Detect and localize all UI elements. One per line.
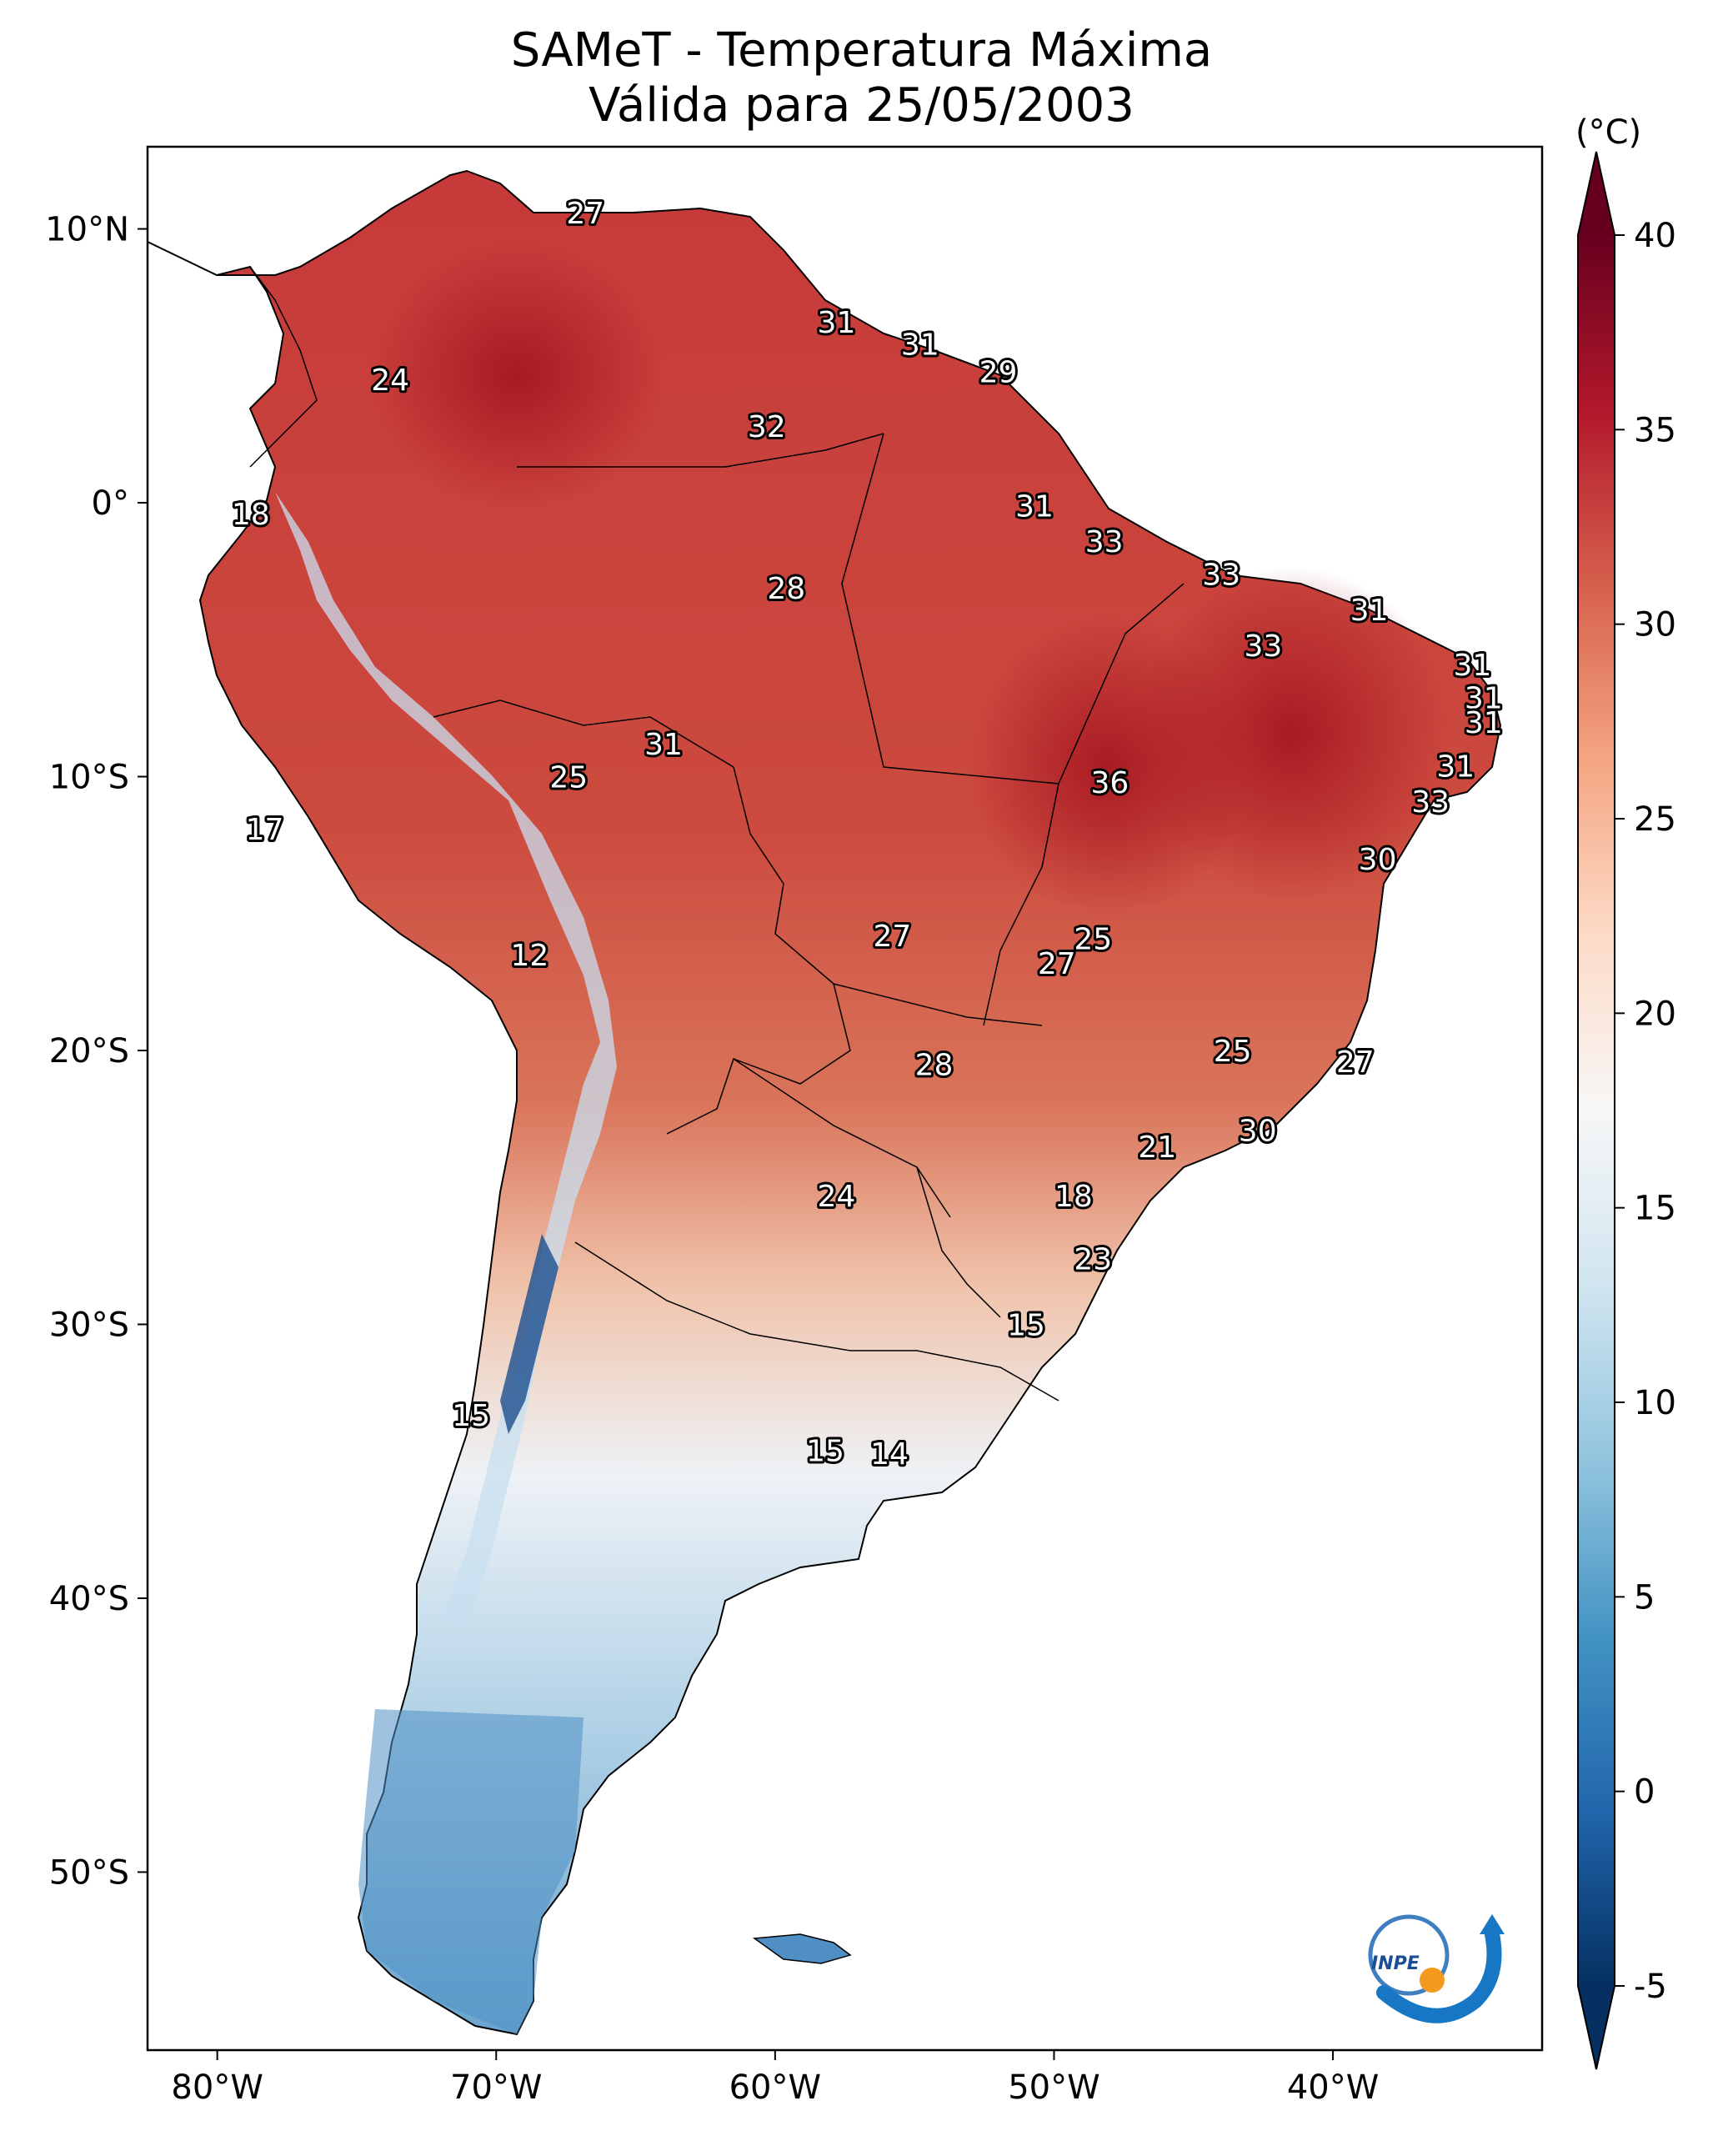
colorbar-fill xyxy=(1578,235,1615,1986)
temperature-label: 25 xyxy=(549,761,588,795)
temperature-label: 31 xyxy=(1465,681,1503,715)
temperature-label: 23 xyxy=(1074,1243,1112,1277)
colorbar-extend-min xyxy=(1578,1986,1615,2069)
lat-tick-label: 20°S xyxy=(49,1032,129,1070)
temperature-label: 33 xyxy=(1085,525,1124,559)
temperature-label: 25 xyxy=(1074,922,1112,956)
temperature-label: 18 xyxy=(232,498,270,532)
country-borders xyxy=(249,266,1185,1401)
temperature-label: 25 xyxy=(1214,1035,1252,1069)
colorbar-tick-label: 20 xyxy=(1634,995,1676,1033)
temperature-label: 27 xyxy=(1336,1045,1375,1080)
hotspot-north xyxy=(367,242,667,509)
colorbar-tick-label: 40 xyxy=(1634,217,1676,255)
logo-text: INPE xyxy=(1371,1953,1420,1974)
colorbar-tick-label: 30 xyxy=(1634,606,1676,644)
temperature-label: 33 xyxy=(1202,558,1240,592)
temperature-label: 15 xyxy=(1007,1309,1045,1343)
temperature-label: 30 xyxy=(1239,1114,1277,1148)
temperature-label: 24 xyxy=(818,1180,856,1214)
temperature-label: 15 xyxy=(452,1399,490,1433)
temperature-label: 31 xyxy=(1453,649,1491,683)
lat-tick-label: 50°S xyxy=(49,1853,129,1892)
temperature-label: 28 xyxy=(767,572,805,606)
lat-tick-label: 30°S xyxy=(49,1306,129,1345)
temperature-label: 32 xyxy=(748,410,786,444)
lat-tick-label: 0° xyxy=(92,484,129,523)
patagonia-cold xyxy=(358,1709,584,2034)
map-frame xyxy=(146,145,1544,2052)
colorbar-tick-label: -5 xyxy=(1634,1968,1667,2006)
lat-tick-label: 10°N xyxy=(45,211,129,249)
hotspot-northeast-brazil xyxy=(1134,567,1450,900)
temperature-label: 31 xyxy=(1436,750,1475,784)
colorbar-tick-label: 25 xyxy=(1634,800,1676,839)
axis-ticks: 10°N 0° 10°S 20°S 30°S 40°S 50°S 80°W 70°W 60°W 50… xyxy=(45,211,1379,2107)
temperature-label: 12 xyxy=(510,939,548,973)
colorbar-tick-label: 15 xyxy=(1634,1190,1676,1228)
lon-tick-label: 70°W xyxy=(450,2068,542,2107)
temperature-label: 27 xyxy=(873,920,911,954)
logo-ring xyxy=(1368,1914,1450,1996)
temperature-label: 17 xyxy=(246,813,284,847)
temperature-label: 31 xyxy=(1015,489,1054,524)
continent-layer xyxy=(148,169,1502,2036)
lon-tick-label: 50°W xyxy=(1008,2068,1099,2107)
temperature-label: 21 xyxy=(1138,1131,1176,1165)
temperature-label: 14 xyxy=(870,1437,909,1472)
colorbar-tick-label: 0 xyxy=(1634,1773,1655,1812)
temperature-label: 31 xyxy=(1465,706,1503,740)
colorbar-ticks: 40 35 30 25 20 15 10 5 0 -5 xyxy=(1615,217,1676,2006)
temperature-label: 30 xyxy=(1359,843,1397,877)
temperature-label: 31 xyxy=(901,328,939,363)
logo-swoosh xyxy=(1376,1927,1502,2023)
temperature-label: 33 xyxy=(1244,629,1282,664)
temperature-label: 33 xyxy=(1411,785,1450,820)
logo-arrow xyxy=(1480,1914,1505,1934)
lon-tick-label: 60°W xyxy=(729,2068,821,2107)
temperature-label: 36 xyxy=(1090,766,1129,800)
temperature-label: 31 xyxy=(1350,594,1389,628)
temperature-label: 27 xyxy=(566,197,604,231)
temperature-label: 15 xyxy=(806,1435,844,1469)
chart-title-line1: SAMeT - Temperatura Máxima xyxy=(510,23,1213,78)
colorbar-tick-label: 5 xyxy=(1634,1578,1655,1617)
temperature-label: 24 xyxy=(371,364,409,398)
temperature-label: 29 xyxy=(979,355,1018,389)
logo-sun xyxy=(1420,1968,1445,1993)
colorbar-tick-label: 10 xyxy=(1634,1384,1676,1422)
temperature-label: 28 xyxy=(915,1048,954,1082)
temperature-label: 18 xyxy=(1054,1180,1093,1214)
lon-tick-label: 40°W xyxy=(1287,2068,1379,2107)
colorbar: 40 35 30 25 20 15 10 5 0 -5 (°C) xyxy=(1575,113,1676,2070)
colorbar-extend-max xyxy=(1578,152,1615,235)
inpe-logo: INPE xyxy=(1368,1914,1505,2023)
temperature-label: 31 xyxy=(818,306,856,340)
lat-tick-label: 40°S xyxy=(49,1580,129,1618)
lat-tick-label: 10°S xyxy=(49,759,129,797)
colorbar-tick-label: 35 xyxy=(1634,411,1676,449)
temperature-label: 27 xyxy=(1038,947,1076,981)
temperature-label: 31 xyxy=(644,728,683,762)
chart-title-line2: Válida para 25/05/2003 xyxy=(589,78,1134,133)
lon-tick-label: 80°W xyxy=(171,2068,263,2107)
falkland-islands xyxy=(752,1933,852,1964)
colorbar-unit: (°C) xyxy=(1575,113,1641,152)
andes-core xyxy=(500,1234,558,1434)
